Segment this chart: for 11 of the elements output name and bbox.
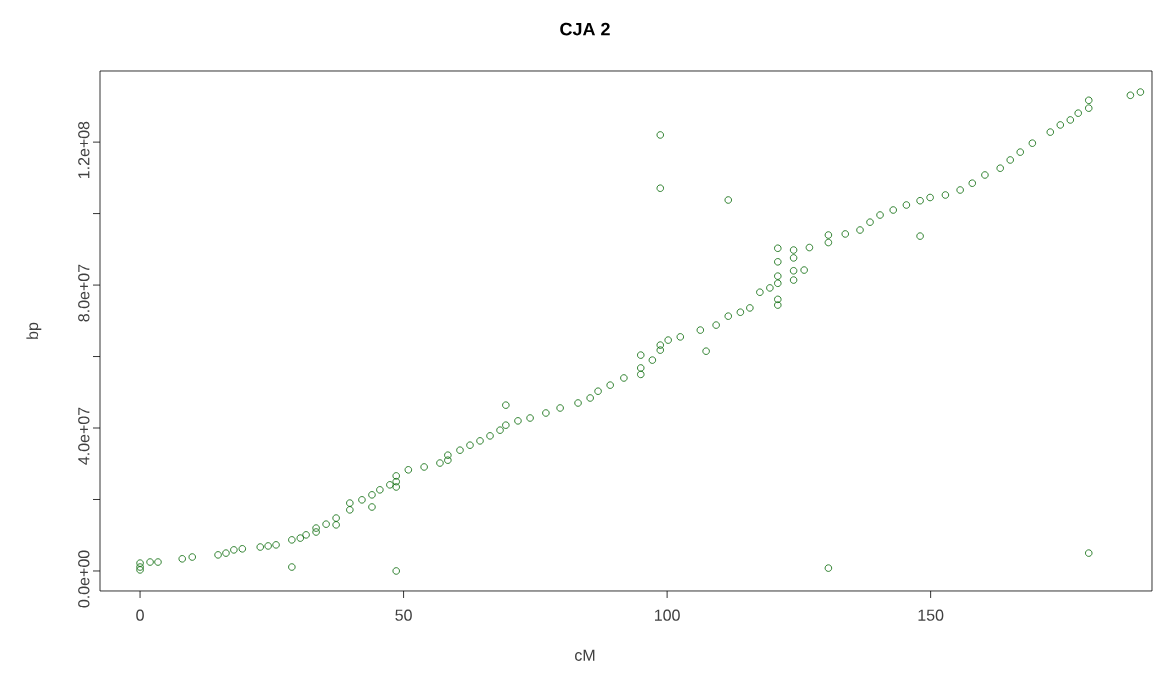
x-tick-label: 0 — [136, 609, 144, 621]
x-tick-label: 150 — [918, 609, 944, 621]
y-tick-label: 0.0e+00 — [78, 550, 90, 608]
x-axis-title: cM — [575, 649, 595, 661]
y-axis-title: bp — [26, 322, 42, 339]
x-tick-label: 100 — [654, 609, 680, 621]
x-tick-label: 50 — [395, 609, 412, 621]
y-tick-label: 4.0e+07 — [78, 407, 90, 465]
y-tick-label: 8.0e+07 — [78, 264, 90, 322]
y-tick-label: 1.2e+08 — [78, 121, 90, 179]
chart-title: CJA 2 — [560, 22, 610, 36]
